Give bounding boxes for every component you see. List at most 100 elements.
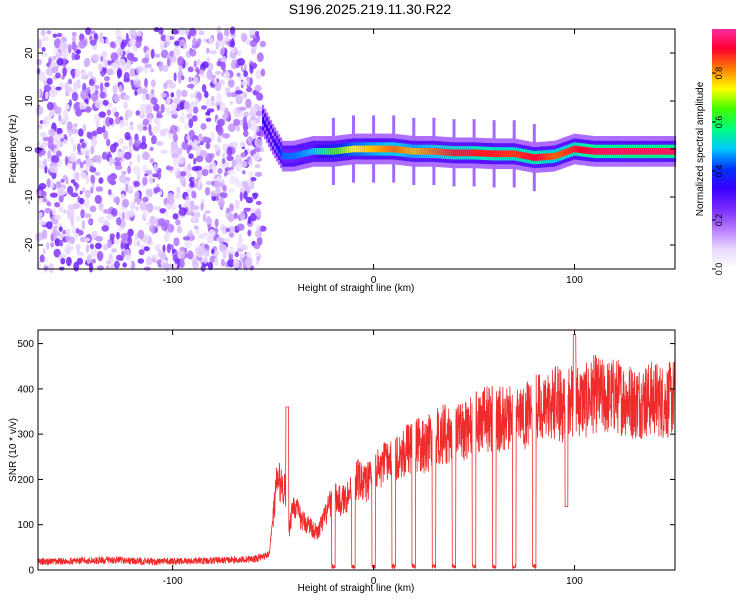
heatmap-cell [157, 248, 162, 258]
heatmap-cell [233, 108, 238, 119]
heatmap-cell [266, 124, 269, 132]
heatmap-cell [50, 61, 56, 68]
heatmap-cell [217, 118, 225, 127]
heatmap-cell [256, 131, 262, 137]
heatmap-cell [70, 137, 74, 145]
heatmap-cell [416, 148, 419, 155]
heatmap-cell [48, 263, 54, 274]
heatmap-cell [579, 146, 582, 154]
heatmap-cell [169, 124, 178, 135]
heatmap-cell [56, 150, 62, 157]
heatmap-cell [36, 89, 41, 98]
heatmap-cell [191, 166, 199, 172]
heatmap-cell [136, 123, 144, 132]
heatmap-cell [71, 52, 76, 61]
heatmap-cell [135, 74, 139, 82]
heatmap-cell [168, 82, 177, 89]
heatmap-cell [304, 150, 307, 157]
heatmap-cell [219, 48, 225, 56]
heatmap-cell [206, 56, 211, 64]
heatmap-cell [220, 258, 225, 267]
heatmap-cell [161, 222, 168, 231]
heatmap-cell [336, 147, 339, 155]
heatmap-cell [171, 144, 180, 154]
heatmap-cell [209, 50, 218, 55]
heatmap-cell [609, 148, 612, 155]
heatmap-cell [649, 148, 652, 155]
heatmap-cell [255, 200, 262, 206]
heatmap-cell [154, 53, 161, 58]
heatmap-cell [85, 174, 89, 185]
heatmap-cell [222, 185, 227, 192]
heatmap-cell [81, 70, 87, 77]
heatmap-cell [55, 86, 62, 91]
heatmap-cell [428, 148, 431, 155]
heatmap-cell [116, 67, 123, 78]
heatmap-cell [189, 27, 196, 36]
heatmap-cell [224, 35, 230, 42]
heatmap-cell [236, 125, 240, 132]
heatmap-cell [124, 211, 130, 220]
heatmap-cell [201, 61, 209, 69]
heatmap-cell [221, 71, 225, 77]
heatmap-cell [64, 245, 71, 256]
heatmap-cell [481, 149, 484, 157]
heatmap-cell [54, 238, 61, 247]
y-tick-label: 0 [28, 566, 34, 577]
heatmap-cell [36, 141, 41, 147]
heatmap-cell [166, 196, 175, 205]
heatmap-cell [193, 60, 197, 68]
heatmap-cell [615, 148, 618, 155]
heatmap-cell [139, 142, 148, 150]
snr-x-ticks: -100 0 100 [163, 330, 583, 587]
heatmap-cell [89, 205, 97, 213]
heatmap-cell [170, 92, 175, 98]
heatmap-cell [166, 96, 171, 105]
heatmap-cell [74, 68, 80, 79]
heatmap-cell [79, 171, 87, 180]
heatmap-cell [90, 186, 94, 194]
heatmap-cell [70, 217, 75, 227]
heatmap-cell [115, 254, 123, 261]
heatmap-cell [244, 39, 251, 45]
heatmap-cell [354, 145, 357, 153]
heatmap-cell [376, 145, 379, 153]
heatmap-cell [94, 99, 103, 109]
heatmap-cell [146, 188, 150, 197]
heatmap-cell [79, 197, 85, 205]
heatmap-cell [171, 152, 179, 159]
heatmap-cell [59, 41, 67, 52]
heatmap-cell [229, 100, 233, 106]
heatmap-cell [90, 39, 97, 46]
heatmap-cell [196, 170, 202, 180]
heatmap-cell [352, 145, 355, 153]
heatmap-cell [104, 82, 110, 88]
heatmap-cell [210, 100, 215, 107]
heatmap-cell [216, 104, 220, 111]
heatmap-cell [254, 37, 260, 42]
heatmap-cell [91, 94, 97, 100]
heatmap-cell [223, 70, 230, 80]
heatmap-cell [65, 234, 71, 242]
heatmap-cell [137, 258, 144, 264]
heatmap-cell [186, 211, 192, 216]
heatmap-cell [177, 56, 185, 66]
heatmap-cell [140, 109, 144, 115]
heatmap-cell [332, 148, 335, 155]
heatmap-cell [243, 130, 249, 138]
heatmap-cell [479, 149, 482, 157]
heatmap-cell [191, 216, 197, 223]
heatmap-cell [177, 74, 182, 84]
heatmap-cell [537, 154, 540, 161]
heatmap-cell [66, 256, 72, 267]
heatmap-cell [119, 119, 125, 128]
heatmap-cell [382, 145, 385, 153]
heatmap-cell [43, 265, 49, 271]
heatmap-cell [146, 105, 152, 115]
heatmap-cell [47, 201, 52, 207]
heatmap-cell [234, 180, 243, 188]
heatmap-cell [228, 225, 236, 234]
heatmap-cell [206, 47, 210, 54]
heatmap-cell [71, 70, 76, 79]
